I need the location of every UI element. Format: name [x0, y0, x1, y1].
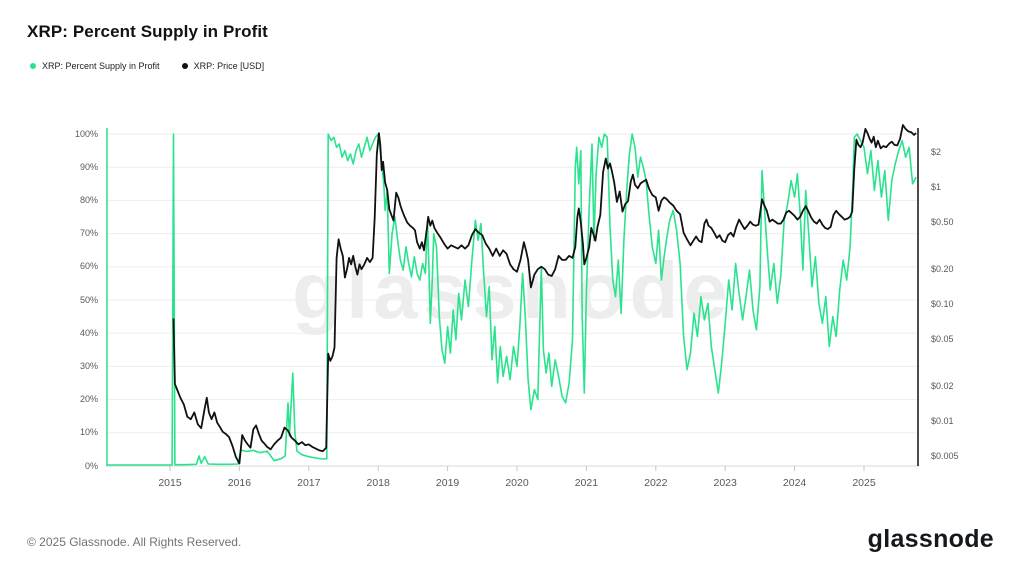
y-right-tick-0.05: $0.05 — [931, 334, 954, 345]
y-right-tick-1: $1 — [931, 181, 942, 192]
y-left-tick-20: 20% — [79, 394, 98, 405]
x-tick-2024: 2024 — [782, 477, 807, 489]
y-left-tick-90: 90% — [79, 161, 98, 172]
x-tick-2025: 2025 — [852, 477, 876, 489]
page-title: XRP: Percent Supply in Profit — [27, 22, 268, 41]
y-left-tick-70: 70% — [79, 228, 98, 239]
y-right-tick-0.2: $0.20 — [931, 263, 954, 274]
y-right-tick-0.02: $0.02 — [931, 380, 954, 391]
x-tick-2020: 2020 — [505, 477, 529, 489]
y-left-tick-50: 50% — [79, 294, 98, 305]
x-tick-2015: 2015 — [158, 477, 182, 489]
plot-surface[interactable] — [106, 114, 919, 472]
glassnode-wordmark: glassnode — [867, 525, 994, 553]
x-tick-2021: 2021 — [574, 477, 599, 489]
y-left-tick-100: 100% — [74, 128, 98, 139]
legend-item-price[interactable]: XRP: Price [USD] — [181, 61, 265, 71]
black-dot-icon — [181, 63, 188, 69]
legend: XRP: Percent Supply in Profit XRP: Price… — [30, 61, 264, 71]
y-left-tick-30: 30% — [79, 360, 98, 371]
chart-area: glassnode 0% 10% 20% 30% 40% 50% 60% 70% 80% 90% 1… — [75, 114, 959, 489]
x-tick-2018: 2018 — [366, 477, 390, 489]
x-tick-2023: 2023 — [713, 477, 737, 489]
y-right-tick-0.01: $0.01 — [931, 416, 954, 427]
x-tick-2016: 2016 — [227, 477, 252, 489]
x-tick-2022: 2022 — [644, 477, 668, 489]
legend-label-price: XRP: Price [USD] — [193, 61, 265, 71]
y-right-tick-0.005: $0.005 — [931, 451, 959, 462]
copyright-text: © 2025 Glassnode. All Rights Reserved. — [27, 535, 242, 549]
y-left-tick-60: 60% — [79, 261, 98, 272]
legend-label-supply: XRP: Percent Supply in Profit — [42, 61, 160, 71]
y-left-tick-0: 0% — [84, 460, 98, 471]
y-left-tick-10: 10% — [79, 427, 98, 438]
y-right-tick-2: $2 — [931, 146, 942, 157]
legend-item-supply-in-profit[interactable]: XRP: Percent Supply in Profit — [30, 61, 160, 71]
y-right-tick-0.5: $0.50 — [931, 217, 954, 228]
y-left-tick-80: 80% — [79, 194, 98, 205]
green-dot-icon — [30, 63, 36, 69]
x-tick-2017: 2017 — [297, 477, 321, 489]
y-left-tick-40: 40% — [79, 327, 98, 338]
x-tick-2019: 2019 — [435, 477, 460, 489]
y-right-tick-0.1: $0.10 — [931, 299, 954, 309]
